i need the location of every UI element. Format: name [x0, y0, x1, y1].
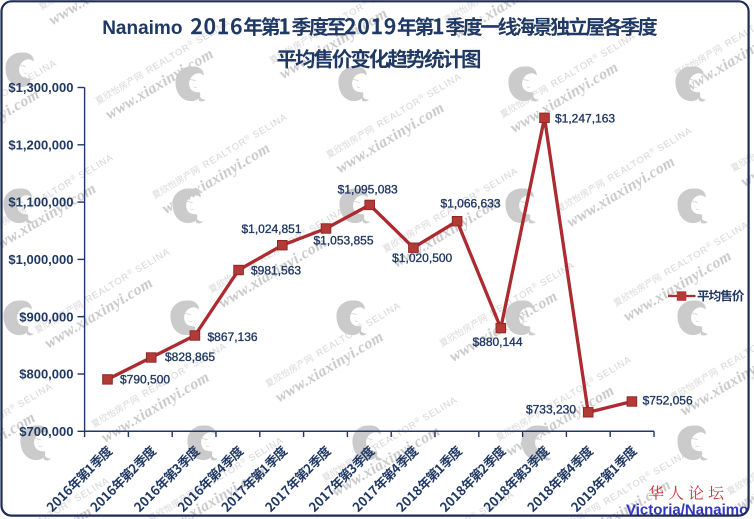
svg-text:$1,066,633: $1,066,633 — [440, 196, 500, 210]
svg-text:Victoria/Nanaimo: Victoria/Nanaimo — [626, 502, 748, 519]
svg-text:$1,247,163: $1,247,163 — [555, 112, 615, 126]
svg-text:$752,056: $752,056 — [643, 394, 693, 408]
svg-text:$1,020,500: $1,020,500 — [392, 251, 452, 265]
svg-text:$867,136: $867,136 — [208, 330, 258, 344]
svg-text:$981,563: $981,563 — [251, 264, 301, 278]
svg-text:$733,230: $733,230 — [526, 403, 576, 417]
svg-text:$1,024,851: $1,024,851 — [241, 222, 301, 236]
svg-text:$1,095,083: $1,095,083 — [338, 183, 398, 197]
svg-text:$800,000: $800,000 — [19, 367, 73, 382]
svg-text:$700,000: $700,000 — [19, 424, 73, 439]
svg-text:$790,500: $790,500 — [120, 373, 170, 387]
svg-text:$1,200,000: $1,200,000 — [8, 137, 73, 152]
svg-text:$900,000: $900,000 — [19, 309, 73, 324]
svg-text:$880,144: $880,144 — [472, 335, 522, 349]
svg-text:Nanaimo: Nanaimo — [102, 18, 182, 39]
svg-text:$828,865: $828,865 — [165, 350, 215, 364]
svg-text:$1,053,855: $1,053,855 — [313, 234, 373, 248]
svg-text:$1,300,000: $1,300,000 — [8, 80, 73, 95]
svg-text:$1,000,000: $1,000,000 — [8, 252, 73, 267]
svg-text:$1,100,000: $1,100,000 — [8, 195, 73, 210]
